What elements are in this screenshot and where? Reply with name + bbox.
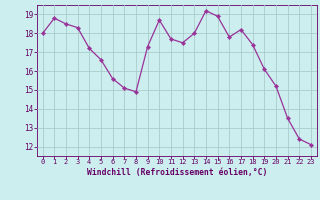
X-axis label: Windchill (Refroidissement éolien,°C): Windchill (Refroidissement éolien,°C) [87, 168, 267, 177]
